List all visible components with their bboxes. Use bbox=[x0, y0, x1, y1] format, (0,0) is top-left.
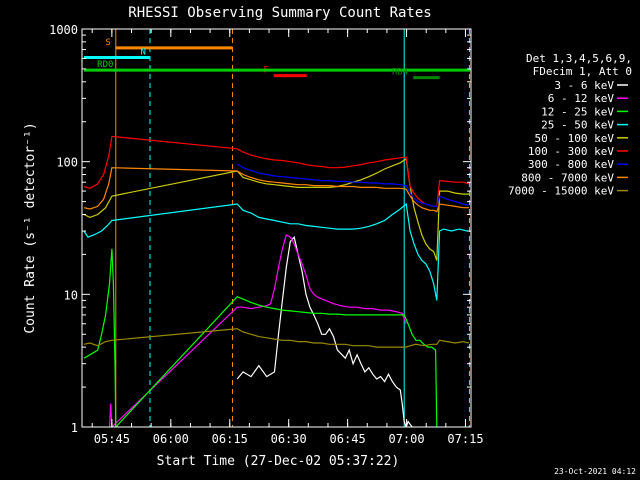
legend-label-2: 12 - 25 keV bbox=[541, 105, 614, 118]
legend-label-8: 7000 - 15000 keV bbox=[508, 185, 614, 198]
x-axis-ticks: 05:45 06:00 06:15 06:30 06:45 07:00 07:15 bbox=[91, 29, 484, 446]
series-line-2 bbox=[83, 248, 438, 427]
x-tick-label-2: 06:15 bbox=[212, 432, 248, 446]
legend-header-1: FDecim 1, Att 0 bbox=[533, 65, 632, 78]
x-axis-label: Start Time (27-Dec-02 05:37:22) bbox=[157, 454, 400, 469]
legend-label-5: 100 - 300 keV bbox=[528, 145, 614, 158]
legend-label-3: 25 - 50 keV bbox=[541, 119, 614, 132]
x-tick-label-6: 07:15 bbox=[447, 432, 483, 446]
series-layer bbox=[83, 135, 470, 427]
legend-label-6: 300 - 800 keV bbox=[528, 158, 614, 171]
series-line-3 bbox=[83, 202, 468, 301]
legend-label-7: 800 - 7000 keV bbox=[521, 171, 614, 184]
legend-header-0: Det 1,3,4,5,6,9, bbox=[526, 52, 632, 65]
plot-frame bbox=[81, 28, 472, 428]
series-line-0 bbox=[236, 235, 413, 427]
y-axis-ticks: 1 10 100 1000 bbox=[49, 23, 471, 435]
series-line-7 bbox=[83, 167, 469, 213]
vertical-markers bbox=[115, 29, 470, 427]
legend-label-4: 50 - 100 keV bbox=[535, 132, 615, 145]
y-axis-label: Count Rate (s⁻¹ detector⁻¹) bbox=[23, 122, 38, 333]
flag-bars: SNFRD0RD4 bbox=[83, 38, 471, 80]
chart-title: RHESSI Observing Summary Count Rates bbox=[128, 5, 431, 21]
y-tick-label-2: 100 bbox=[56, 156, 78, 170]
legend: Det 1,3,4,5,6,9,FDecim 1, Att 03 - 6 keV… bbox=[508, 52, 632, 198]
flag-label-rd4: RD4 bbox=[392, 68, 408, 78]
series-line-1 bbox=[108, 234, 407, 427]
y-tick-label-3: 1000 bbox=[49, 23, 78, 37]
flag-label-rd0: RD0 bbox=[97, 60, 113, 70]
x-tick-label-5: 07:00 bbox=[388, 432, 424, 446]
x-tick-label-3: 06:30 bbox=[271, 432, 307, 446]
y-tick-label-1: 10 bbox=[64, 288, 78, 302]
series-line-6 bbox=[236, 163, 470, 207]
legend-label-1: 6 - 12 keV bbox=[548, 92, 615, 105]
timestamp: 23-Oct-2021 04:12 bbox=[554, 467, 636, 476]
legend-label-0: 3 - 6 keV bbox=[554, 79, 614, 92]
x-tick-label-1: 06:00 bbox=[153, 432, 189, 446]
flag-label-n: N bbox=[141, 47, 146, 57]
x-tick-label-0: 05:45 bbox=[94, 432, 130, 446]
flag-label-s: S bbox=[105, 38, 110, 48]
y-tick-label-0: 1 bbox=[71, 421, 78, 435]
x-tick-label-4: 06:45 bbox=[330, 432, 366, 446]
series-line-8 bbox=[83, 328, 470, 348]
